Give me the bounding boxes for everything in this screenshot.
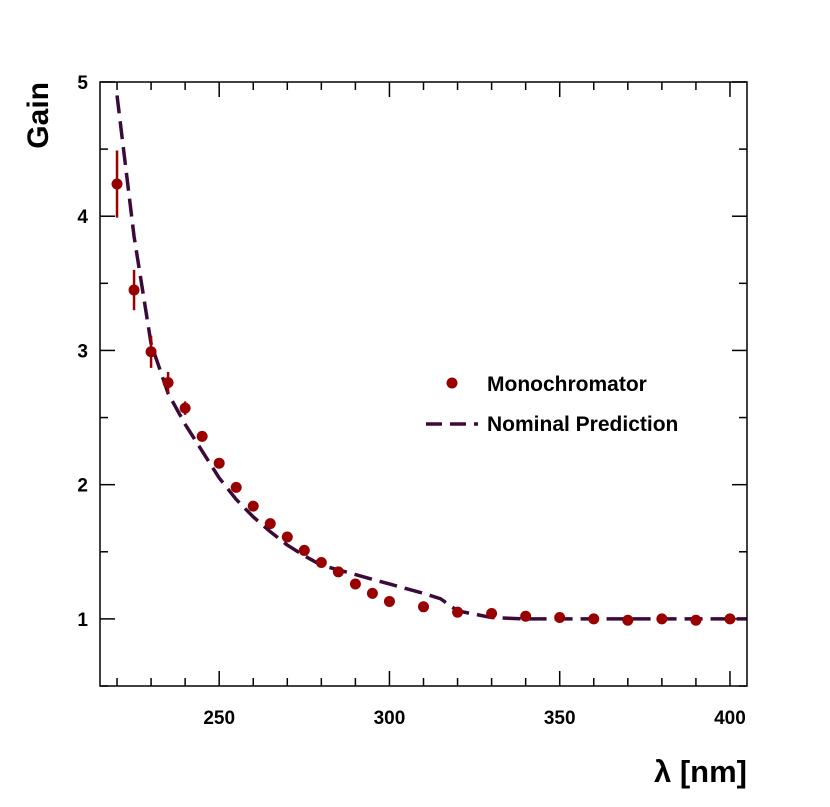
monochromator-point <box>332 566 344 578</box>
y-tick-label: 1 <box>77 610 88 631</box>
monochromator-point <box>196 430 208 442</box>
monochromator-point <box>315 557 327 569</box>
y-axis-title: Gain <box>22 82 55 149</box>
monochromator-point <box>588 613 600 625</box>
x-axis-title: λ [nm] <box>654 754 747 789</box>
data-points-layer <box>111 150 736 626</box>
plot-frame <box>99 81 748 687</box>
tick-labels: 250 300 350 400 1 2 3 4 5 <box>77 73 745 729</box>
monochromator-point <box>690 614 702 626</box>
monochromator-point <box>128 284 140 296</box>
monochromator-point <box>520 610 532 622</box>
monochromator-point <box>554 612 566 624</box>
monochromator-point <box>179 402 191 414</box>
monochromator-point <box>298 544 310 556</box>
monochromator-point <box>349 578 361 590</box>
x-tick-label: 400 <box>714 708 746 729</box>
y-tick-label: 3 <box>77 341 88 362</box>
monochromator-point <box>452 606 464 618</box>
monochromator-point <box>724 613 736 625</box>
legend-marker-monochromator <box>446 377 458 389</box>
monochromator-point <box>281 531 293 543</box>
legend: Monochromator Nominal Prediction <box>426 373 678 436</box>
y-tick-label: 4 <box>77 207 88 228</box>
nominal-prediction-line <box>115 95 747 621</box>
monochromator-point <box>230 481 242 493</box>
monochromator-point <box>264 518 276 530</box>
monochromator-point <box>111 178 123 190</box>
x-tick-label: 250 <box>203 708 235 729</box>
monochromator-point <box>145 346 157 358</box>
monochromator-point <box>622 614 634 626</box>
y-tick-label: 5 <box>77 73 88 94</box>
monochromator-point <box>383 595 395 607</box>
monochromator-point <box>366 587 378 599</box>
x-tick-label: 350 <box>544 708 576 729</box>
monochromator-point <box>213 457 225 469</box>
monochromator-point <box>418 601 429 613</box>
prediction-curve-layer <box>115 95 747 621</box>
y-tick-label: 2 <box>77 476 88 497</box>
monochromator-point <box>656 613 668 625</box>
legend-label-nominal-prediction: Nominal Prediction <box>487 413 678 436</box>
monochromator-point <box>486 608 498 620</box>
monochromator-point <box>247 500 259 512</box>
x-tick-label: 300 <box>374 708 406 729</box>
legend-label-monochromator: Monochromator <box>487 373 647 396</box>
monochromator-point <box>162 377 174 389</box>
